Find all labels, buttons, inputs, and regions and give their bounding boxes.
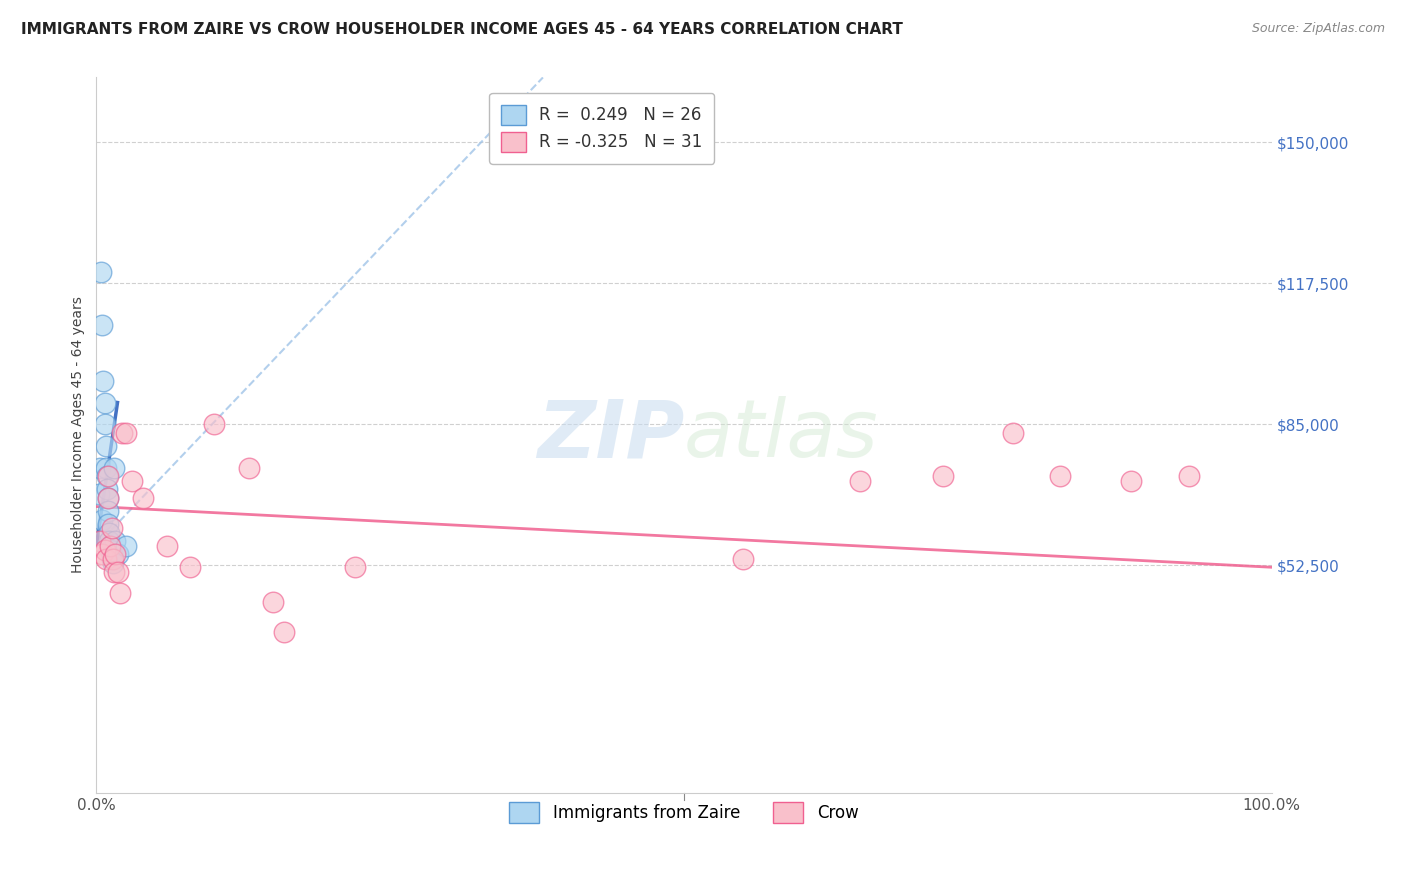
Point xyxy=(94,551,117,566)
Point xyxy=(100,521,122,535)
Point xyxy=(103,460,125,475)
Point xyxy=(179,560,201,574)
Y-axis label: Householder Income Ages 45 - 64 years: Householder Income Ages 45 - 64 years xyxy=(72,297,86,574)
Point xyxy=(202,417,225,432)
Point xyxy=(931,469,953,483)
Point xyxy=(94,460,117,475)
Point xyxy=(121,474,143,488)
Point xyxy=(97,491,120,505)
Point xyxy=(87,486,110,500)
Point xyxy=(98,525,121,540)
Point xyxy=(89,534,111,549)
Point xyxy=(114,539,136,553)
Point xyxy=(343,560,366,574)
Point xyxy=(731,551,754,566)
Point xyxy=(101,551,124,566)
Point xyxy=(90,265,112,279)
Point xyxy=(114,425,136,440)
Point xyxy=(91,318,114,332)
Point xyxy=(100,539,122,553)
Point xyxy=(98,534,121,549)
Point xyxy=(111,425,134,440)
Point xyxy=(104,534,127,549)
Point xyxy=(108,586,131,600)
Point xyxy=(96,482,118,496)
Text: IMMIGRANTS FROM ZAIRE VS CROW HOUSEHOLDER INCOME AGES 45 - 64 YEARS CORRELATION : IMMIGRANTS FROM ZAIRE VS CROW HOUSEHOLDE… xyxy=(21,22,903,37)
Point xyxy=(1119,474,1142,488)
Point xyxy=(1178,469,1201,483)
Point xyxy=(89,460,111,475)
Point xyxy=(93,395,115,409)
Point xyxy=(91,547,114,561)
Point xyxy=(93,542,115,557)
Point xyxy=(97,469,120,483)
Point xyxy=(107,547,129,561)
Point xyxy=(132,491,155,505)
Point xyxy=(100,542,122,557)
Point xyxy=(100,551,122,566)
Point xyxy=(849,474,872,488)
Point xyxy=(107,565,129,579)
Point xyxy=(103,565,125,579)
Point xyxy=(238,460,260,475)
Point xyxy=(100,547,122,561)
Text: Source: ZipAtlas.com: Source: ZipAtlas.com xyxy=(1251,22,1385,36)
Point xyxy=(93,374,115,388)
Point xyxy=(94,439,117,453)
Point xyxy=(97,491,120,505)
Point xyxy=(101,556,124,570)
Point xyxy=(91,512,114,526)
Legend: Immigrants from Zaire, Crow: Immigrants from Zaire, Crow xyxy=(498,790,870,834)
Point xyxy=(104,547,127,561)
Point xyxy=(273,625,295,640)
Text: atlas: atlas xyxy=(683,396,879,474)
Point xyxy=(97,516,120,531)
Point xyxy=(262,595,284,609)
Point xyxy=(156,539,179,553)
Point xyxy=(1002,425,1025,440)
Text: ZIP: ZIP xyxy=(537,396,683,474)
Point xyxy=(97,504,120,518)
Point xyxy=(100,539,122,553)
Point xyxy=(1049,469,1071,483)
Point xyxy=(93,417,115,432)
Point xyxy=(96,469,118,483)
